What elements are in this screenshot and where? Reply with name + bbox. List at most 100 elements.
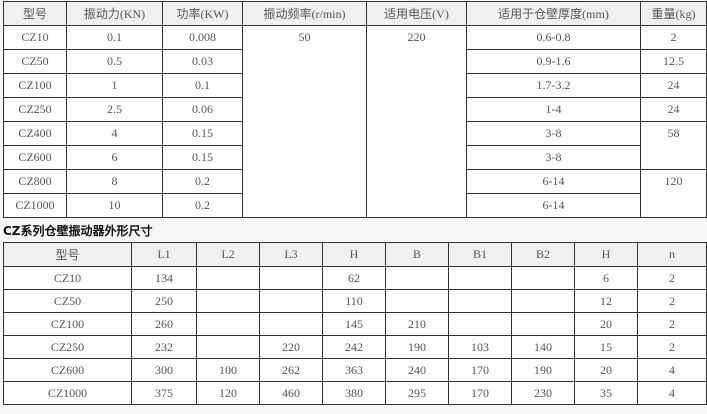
force-cell: 6 [66, 145, 163, 170]
specs-table: 型号 振动力(KN) 功率(KW) 振动频率(r/min) 适用电压(V) 适用… [3, 1, 707, 218]
header-cell: H [322, 242, 386, 267]
thickness-cell: 0.6-0.8 [466, 25, 641, 50]
dim-cell [259, 266, 323, 290]
weight-cell: 12.5 [640, 49, 707, 74]
dim-cell: 35 [574, 381, 638, 405]
dim-cell: 145 [322, 312, 386, 336]
dim-cell [196, 289, 260, 313]
force-cell: 2.5 [66, 97, 163, 122]
dim-cell: 134 [131, 266, 197, 290]
dim-cell [511, 266, 575, 290]
header-cell: 适用于仓壁厚度(mm) [466, 1, 641, 26]
thickness-cell: 6-14 [466, 193, 641, 218]
power-cell: 0.15 [162, 145, 243, 170]
thickness-cell: 6-14 [466, 169, 641, 194]
dim-cell: 2 [637, 335, 707, 359]
force-cell: 0.5 [66, 49, 163, 74]
dim-cell: CZ1000 [3, 381, 132, 405]
model-cell: CZ100 [3, 73, 67, 98]
dim-cell: CZ50 [3, 289, 132, 313]
dim-cell [259, 312, 323, 336]
thickness-cell: 3-8 [466, 121, 641, 146]
power-cell: 0.06 [162, 97, 243, 122]
dim-cell: 232 [131, 335, 197, 359]
dim-cell: 20 [574, 358, 638, 382]
header-cell: L3 [259, 242, 323, 267]
table-row: CZ1000 10 0.2 6-14 [3, 193, 707, 218]
dim-cell: 250 [131, 289, 197, 313]
dim-cell: 170 [448, 381, 512, 405]
dim-cell: CZ100 [3, 312, 132, 336]
thickness-cell: 3-8 [466, 145, 641, 170]
table-row: CZ1000 375 120 460 380 295 170 230 35 4 [3, 381, 707, 405]
dim-cell [385, 266, 449, 290]
weight-cell: 58 [640, 121, 707, 170]
weight-cell: 24 [640, 73, 707, 98]
dim-cell [448, 312, 512, 336]
table-row: CZ400 4 0.15 3-8 58 [3, 121, 707, 170]
dim-cell: 20 [574, 312, 638, 336]
header-cell: 振动力(KN) [66, 1, 163, 26]
header-cell: B [385, 242, 449, 267]
power-cell: 0.15 [162, 121, 243, 146]
thickness-cell: 1.7-3.2 [466, 73, 641, 98]
dim-cell: 4 [637, 381, 707, 405]
dim-cell [448, 289, 512, 313]
weight-cell: 120 [640, 169, 707, 218]
header-cell: 振动频率(r/min) [242, 1, 367, 26]
power-cell: 0.008 [162, 25, 243, 50]
dim-cell [259, 289, 323, 313]
dim-cell: 170 [448, 358, 512, 382]
dim-cell: 260 [131, 312, 197, 336]
dim-cell: 120 [196, 381, 260, 405]
weight-cell: 2 [640, 25, 707, 50]
dim-cell: 15 [574, 335, 638, 359]
dim-cell: CZ10 [3, 266, 132, 290]
dim-cell [196, 312, 260, 336]
force-cell: 0.1 [66, 25, 163, 50]
dim-cell: 190 [511, 358, 575, 382]
header-cell: 重量(kg) [640, 1, 707, 26]
model-cell: CZ600 [3, 145, 67, 170]
dim-cell: 12 [574, 289, 638, 313]
header-cell: 功率(KW) [162, 1, 243, 26]
dim-cell: 300 [131, 358, 197, 382]
model-cell: CZ400 [3, 121, 67, 146]
dim-cell: 242 [322, 335, 386, 359]
specs-header-row: 型号 振动力(KN) 功率(KW) 振动频率(r/min) 适用电压(V) 适用… [3, 1, 707, 26]
dim-cell: 190 [385, 335, 449, 359]
dim-cell: 380 [322, 381, 386, 405]
table-row: CZ600 6 0.15 3-8 [3, 145, 707, 170]
table-row: CZ100 1 0.1 1.7-3.2 24 [3, 73, 707, 98]
header-cell: n [637, 242, 707, 267]
dim-cell: 100 [196, 358, 260, 382]
table-row: CZ10 0.1 0.008 50 220 0.6-0.8 2 [3, 25, 707, 218]
model-cell: CZ10 [3, 25, 67, 50]
frequency-cell: 50 [242, 25, 367, 218]
dims-title: CZ系列仓壁振动器外形尺寸 [3, 224, 153, 238]
table-row: CZ50 250 110 12 2 [3, 289, 707, 313]
power-cell: 0.2 [162, 193, 243, 218]
force-cell: 1 [66, 73, 163, 98]
dim-cell: 240 [385, 358, 449, 382]
dim-cell: 2 [637, 289, 707, 313]
table-row: CZ600 300 100 262 363 240 170 190 20 4 [3, 358, 707, 382]
header-cell: 适用电压(V) [366, 1, 467, 26]
dim-cell [196, 335, 260, 359]
dim-cell: 363 [322, 358, 386, 382]
header-cell: B2 [511, 242, 575, 267]
model-cell: CZ1000 [3, 193, 67, 218]
table-row: CZ100 260 145 210 20 2 [3, 312, 707, 336]
dim-cell: 103 [448, 335, 512, 359]
dim-cell: CZ250 [3, 335, 132, 359]
dim-cell: 295 [385, 381, 449, 405]
header-cell: 型号 [3, 242, 132, 267]
voltage-cell: 220 [366, 25, 467, 218]
force-cell: 4 [66, 121, 163, 146]
dim-cell: 140 [511, 335, 575, 359]
table-row: CZ50 0.5 0.03 0.9-1.6 12.5 [3, 49, 707, 74]
force-cell: 10 [66, 193, 163, 218]
dim-cell: 62 [322, 266, 386, 290]
